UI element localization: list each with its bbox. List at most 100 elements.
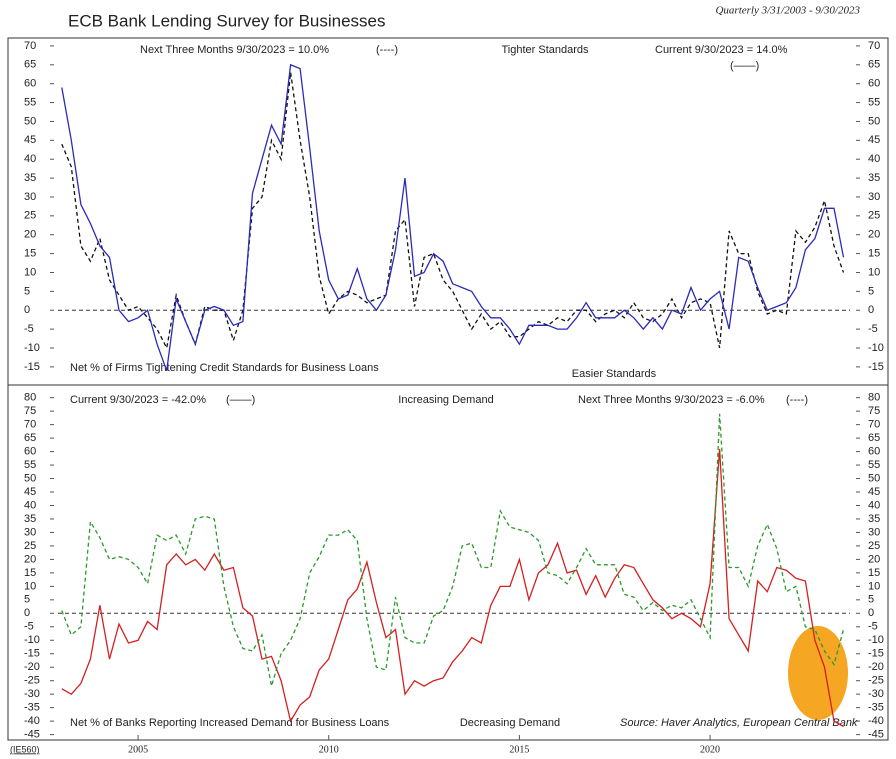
y2-tick-label: 35 bbox=[868, 513, 880, 525]
y2-tick-label: 65 bbox=[868, 432, 880, 444]
y-tick-label: 65 bbox=[24, 59, 36, 71]
y-tick-label: 10 bbox=[24, 266, 36, 278]
y2-tick-label: 60 bbox=[868, 78, 880, 90]
y-tick-label: -10 bbox=[24, 634, 40, 646]
y2-tick-label: 5 bbox=[868, 285, 874, 297]
chart-title: ECB Bank Lending Survey for Businesses bbox=[68, 11, 386, 30]
series-line bbox=[61, 448, 844, 728]
y-tick-label: -5 bbox=[24, 621, 34, 633]
y2-tick-label: 65 bbox=[868, 59, 880, 71]
y2-tick-label: 10 bbox=[868, 266, 880, 278]
legend-key: (----) bbox=[376, 44, 398, 56]
y2-tick-label: -40 bbox=[868, 715, 884, 727]
y-tick-label: 60 bbox=[24, 78, 36, 90]
y-tick-label: 0 bbox=[24, 304, 30, 316]
y2-tick-label: -5 bbox=[868, 323, 878, 335]
y2-tick-label: -15 bbox=[868, 361, 884, 373]
y-tick-label: 45 bbox=[24, 134, 36, 146]
y-tick-label: -5 bbox=[24, 323, 34, 335]
y-tick-label: -25 bbox=[24, 675, 40, 687]
highlight bbox=[788, 626, 848, 720]
y2-tick-label: 40 bbox=[868, 153, 880, 165]
y2-tick-label: 70 bbox=[868, 40, 880, 52]
y2-tick-label: 50 bbox=[868, 472, 880, 484]
y2-tick-label: 80 bbox=[868, 392, 880, 404]
y-tick-label: -45 bbox=[24, 729, 40, 741]
y2-tick-label: 35 bbox=[868, 172, 880, 184]
y-tick-label: -40 bbox=[24, 715, 40, 727]
legend-label: Current 9/30/2023 = 14.0% bbox=[655, 44, 788, 56]
subtitle: Quarterly 3/31/2003 - 9/30/2023 bbox=[715, 5, 860, 17]
y2-tick-label: 25 bbox=[868, 540, 880, 552]
y-tick-label: 50 bbox=[24, 115, 36, 127]
y-tick-label: -10 bbox=[24, 342, 40, 354]
y2-tick-label: -5 bbox=[868, 621, 878, 633]
y-tick-label: 5 bbox=[24, 285, 30, 297]
y-tick-label: 50 bbox=[24, 472, 36, 484]
y2-tick-label: 0 bbox=[868, 304, 874, 316]
y2-tick-label: 15 bbox=[868, 248, 880, 260]
annotation: Increasing Demand bbox=[398, 394, 493, 406]
y-tick-label: -30 bbox=[24, 688, 40, 700]
annotation: Net % of Firms Tightening Credit Standar… bbox=[70, 362, 379, 374]
y2-tick-label: -45 bbox=[868, 729, 884, 741]
y2-tick-label: 45 bbox=[868, 134, 880, 146]
x-tick-label: 2005 bbox=[128, 744, 148, 755]
y-tick-label: 25 bbox=[24, 210, 36, 222]
series-line bbox=[61, 413, 845, 687]
y-tick-label: -20 bbox=[24, 661, 40, 673]
x-tick-label: 2020 bbox=[700, 744, 720, 755]
y2-tick-label: 75 bbox=[868, 405, 880, 417]
y-tick-label: 80 bbox=[24, 392, 36, 404]
y2-tick-label: 30 bbox=[868, 191, 880, 203]
y2-tick-label: 20 bbox=[868, 553, 880, 565]
y2-tick-label: 10 bbox=[868, 580, 880, 592]
y-tick-label: 5 bbox=[24, 594, 30, 606]
series-line bbox=[61, 63, 845, 371]
y-tick-label: 70 bbox=[24, 40, 36, 52]
legend-key: (----) bbox=[786, 394, 808, 406]
y2-tick-label: 60 bbox=[868, 445, 880, 457]
y-tick-label: 60 bbox=[24, 445, 36, 457]
y-tick-label: 10 bbox=[24, 580, 36, 592]
y-tick-label: 35 bbox=[24, 172, 36, 184]
x-tick-label: 2015 bbox=[509, 744, 529, 755]
y2-tick-label: 0 bbox=[868, 607, 874, 619]
legend-key: (——) bbox=[226, 394, 255, 406]
y-tick-label: -15 bbox=[24, 361, 40, 373]
y2-tick-label: -35 bbox=[868, 702, 884, 714]
annotation: Decreasing Demand bbox=[460, 717, 560, 729]
y2-tick-label: 5 bbox=[868, 594, 874, 606]
y-tick-label: 25 bbox=[24, 540, 36, 552]
y2-tick-label: 50 bbox=[868, 115, 880, 127]
y2-tick-label: 45 bbox=[868, 486, 880, 498]
y2-tick-label: 15 bbox=[868, 567, 880, 579]
y-tick-label: 45 bbox=[24, 486, 36, 498]
y2-tick-label: -20 bbox=[868, 661, 884, 673]
series-line bbox=[61, 72, 845, 351]
y-tick-label: 70 bbox=[24, 419, 36, 431]
y2-tick-label: 55 bbox=[868, 96, 880, 108]
y2-tick-label: 30 bbox=[868, 526, 880, 538]
y-tick-label: 15 bbox=[24, 248, 36, 260]
x-tick-label: 2010 bbox=[319, 744, 339, 755]
y2-tick-label: -30 bbox=[868, 688, 884, 700]
y2-tick-label: 55 bbox=[868, 459, 880, 471]
y2-tick-label: 70 bbox=[868, 419, 880, 431]
y-tick-label: 30 bbox=[24, 191, 36, 203]
annotation: Tighter Standards bbox=[501, 44, 589, 56]
y2-tick-label: -10 bbox=[868, 634, 884, 646]
y-tick-label: 20 bbox=[24, 229, 36, 241]
y2-tick-label: 40 bbox=[868, 499, 880, 511]
y-tick-label: 20 bbox=[24, 553, 36, 565]
annotation: Source: Haver Analytics, European Centra… bbox=[620, 717, 858, 729]
y-tick-label: 30 bbox=[24, 526, 36, 538]
y-tick-label: 15 bbox=[24, 567, 36, 579]
legend-label: Current 9/30/2023 = -42.0% bbox=[70, 394, 206, 406]
y2-tick-label: -10 bbox=[868, 342, 884, 354]
frame bbox=[7, 37, 889, 741]
y-tick-label: -15 bbox=[24, 648, 40, 660]
y2-tick-label: -25 bbox=[868, 675, 884, 687]
y-tick-label: 0 bbox=[24, 607, 30, 619]
